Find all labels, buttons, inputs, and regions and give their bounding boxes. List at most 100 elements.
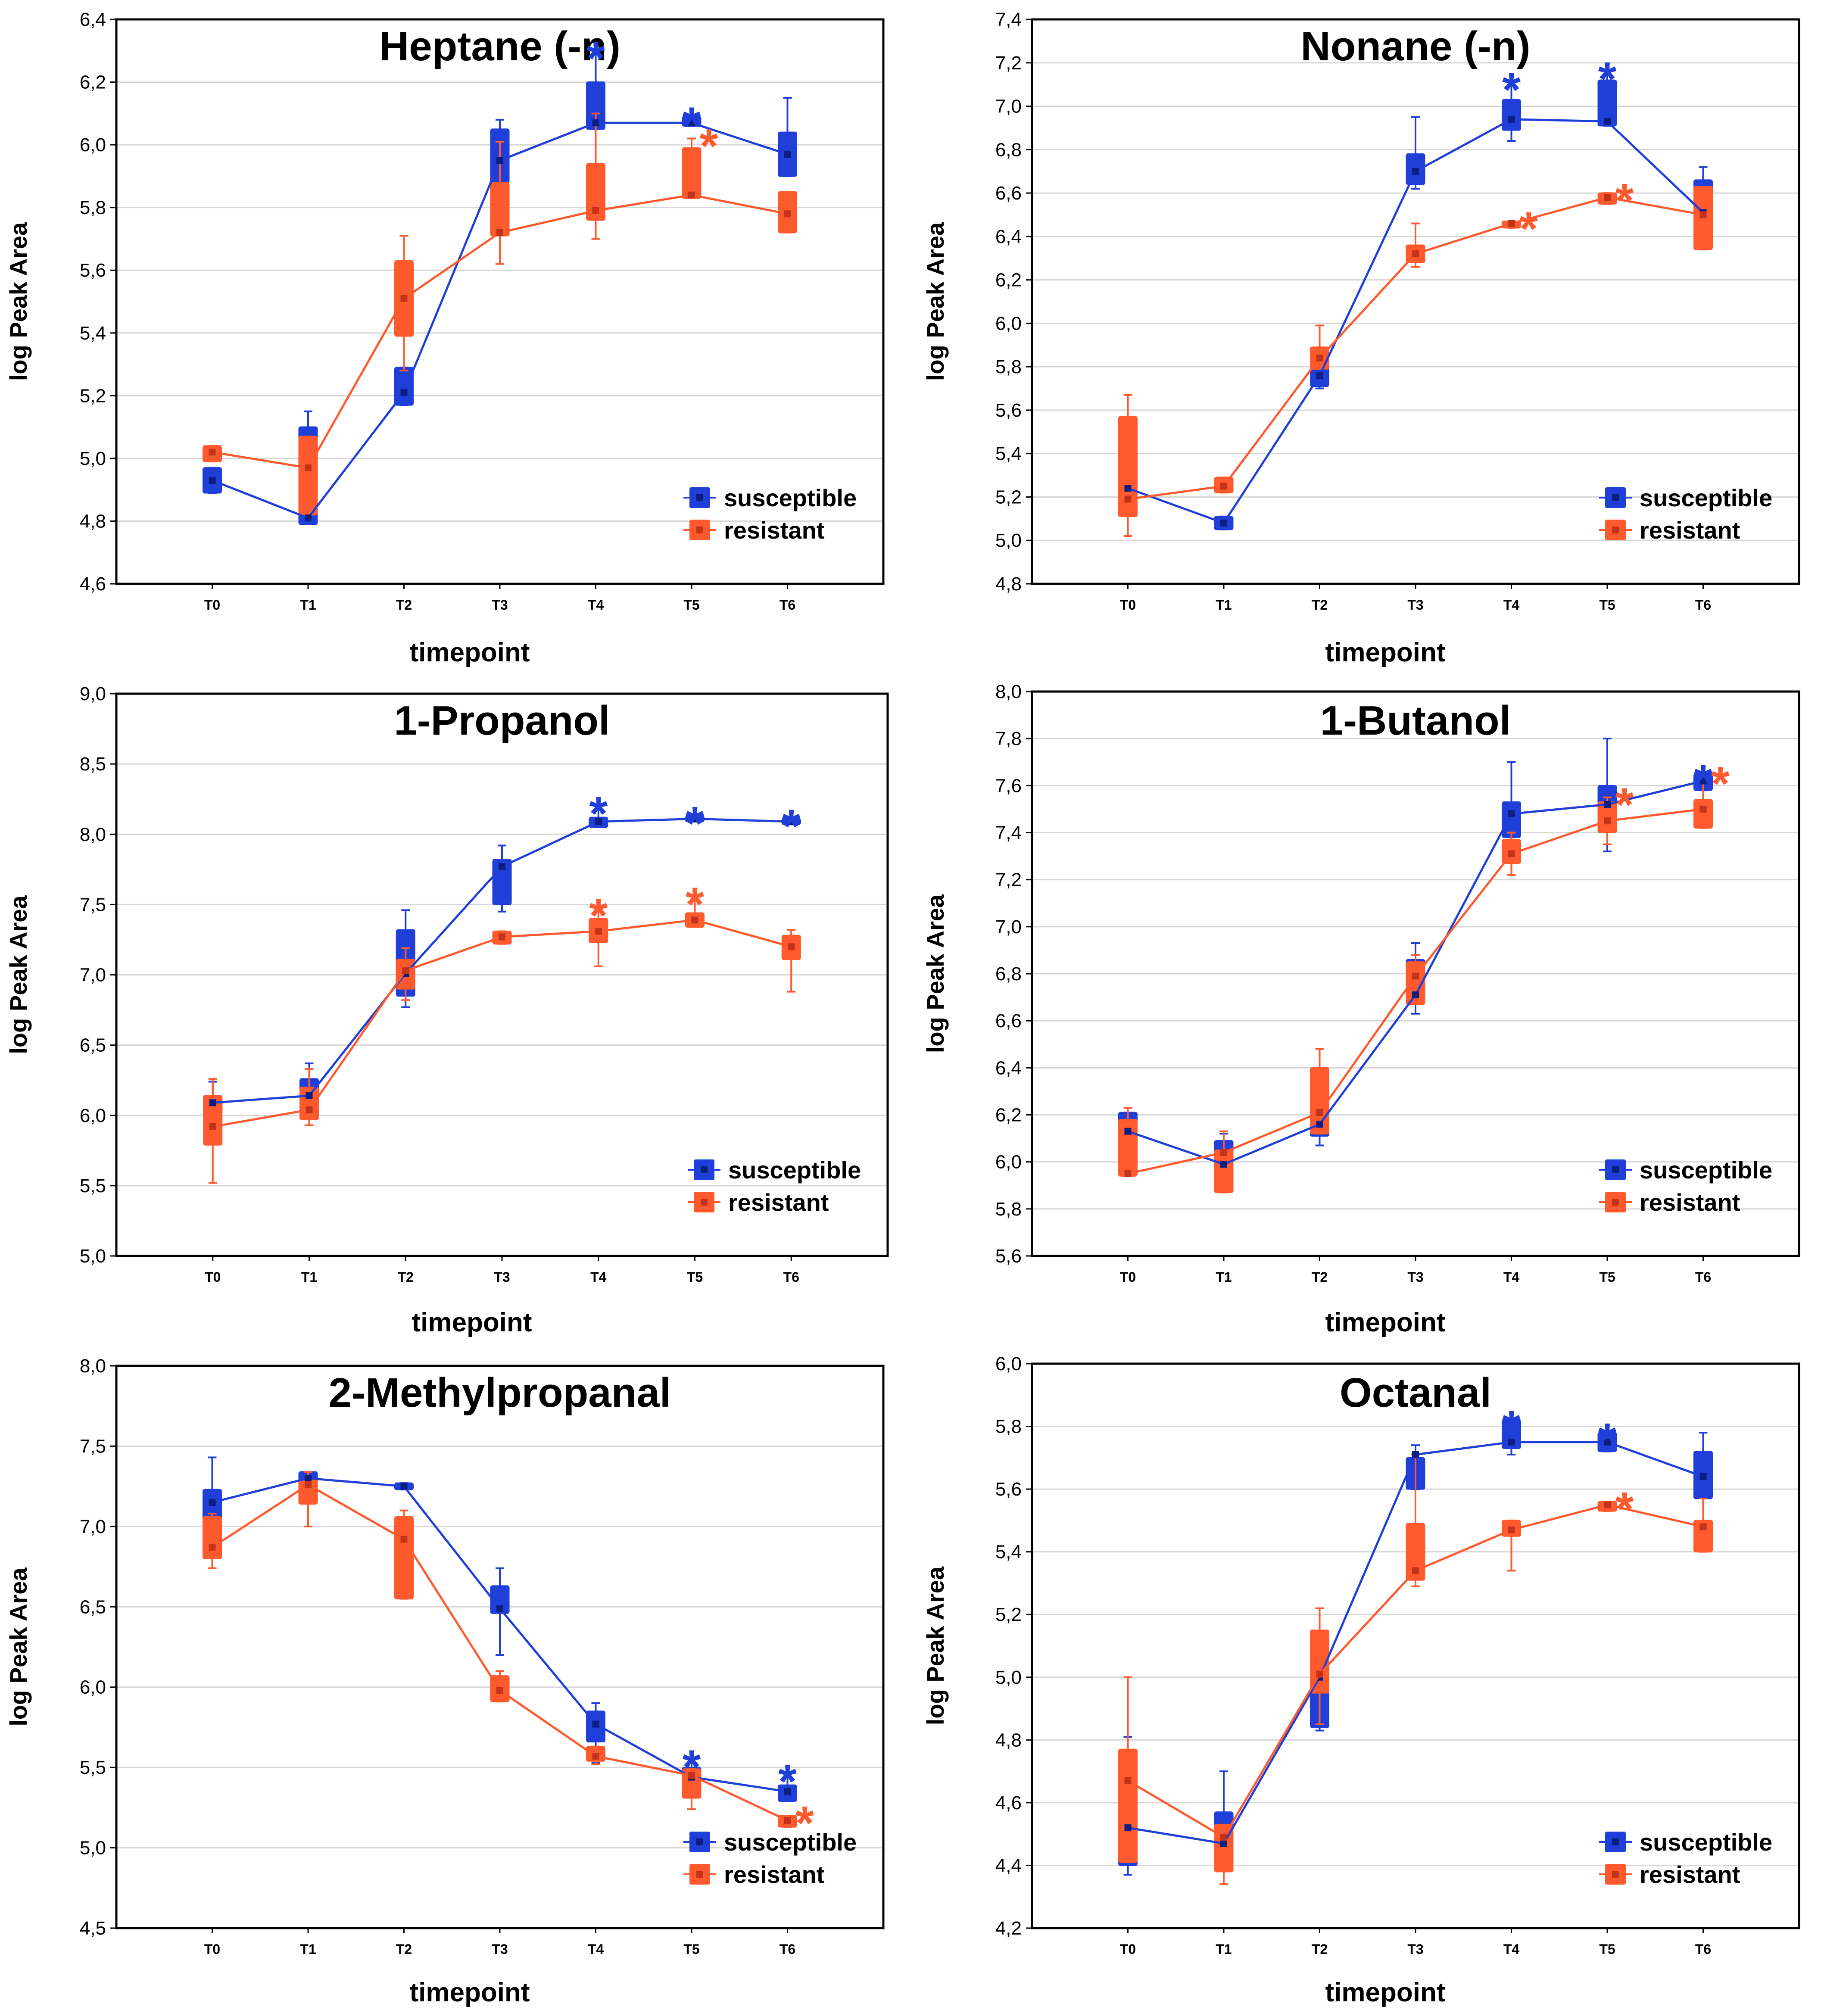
resistant-point [1604,194,1611,201]
y-tick-label: 5,6 [80,260,106,281]
y-tick-label: 4,8 [995,1729,1022,1751]
legend-label: resistant [724,517,824,544]
x-tick-label: T2 [1312,1941,1328,1957]
y-tick-label: 4,6 [80,573,106,595]
y-tick-label: 7,5 [80,1436,106,1457]
resistant-box [203,1516,222,1559]
x-tick-label: T0 [205,1269,221,1285]
legend-marker [696,527,703,533]
susceptible-point [784,1788,791,1795]
x-tick-label: T4 [1503,597,1520,613]
y-tick-label: 6,0 [80,1105,106,1126]
y-tick-label: 5,0 [995,530,1022,551]
chart-panel-3: 5,0 5,5 6,0 6,5 7,0 7,5 8,0 8,5 9,0 T0 T1 T2 T3 T4 T5 T… [5,683,889,1337]
y-tick-label: 5,2 [995,486,1022,508]
resistant-significance-star: * [700,120,718,173]
resistant-box [394,1516,414,1600]
susceptible-significance-star: * [683,98,701,151]
resistant-point [691,916,698,924]
resistant-point [1316,355,1323,361]
susceptible-point [1699,777,1707,785]
y-tick-label: 5,2 [995,1604,1022,1625]
susceptible-point [1124,1128,1132,1135]
x-tick-label: T5 [687,1269,703,1285]
x-tick-label: T1 [300,1941,316,1957]
y-tick-label: 6,5 [80,1035,106,1056]
y-tick-label: 6,6 [995,183,1022,204]
susceptible-point [1124,1824,1132,1832]
y-tick-label: 6,2 [995,270,1022,291]
resistant-box [1693,799,1713,829]
x-tick-label: T0 [204,597,220,613]
y-tick-label: 8,0 [80,824,106,845]
susceptible-point [595,818,602,825]
resistant-point [1124,1170,1132,1177]
resistant-box [1310,1630,1329,1694]
x-tick-label: T5 [1599,597,1615,613]
y-tick-label: 5,0 [80,1246,106,1267]
x-tick-label: T4 [590,1269,607,1285]
y-tick-label: 8,0 [80,1355,106,1377]
x-tick-label: T5 [1599,1941,1615,1957]
resistant-significance-star: * [1711,757,1730,810]
resistant-point [1220,1149,1227,1156]
resistant-box [298,436,318,516]
susceptible-point [1124,485,1132,492]
y-tick-label: 7,4 [995,823,1022,844]
susceptible-point [209,477,216,484]
y-tick-label: 6,4 [995,226,1022,247]
resistant-point [1508,220,1515,227]
susceptible-point [1604,1438,1611,1446]
chart-title: 2-Methylpropanal [329,1370,671,1416]
susceptible-point [1508,115,1515,123]
susceptible-point [1699,1473,1707,1480]
susceptible-point [1508,810,1515,817]
x-tick-label: T2 [1312,1269,1328,1285]
y-tick-label: 6,0 [80,134,106,156]
resistant-point [595,928,602,935]
chart-title: Nonane (-n) [1300,23,1530,69]
susceptible-box [490,1585,510,1614]
resistant-point [402,967,409,974]
x-tick-label: T6 [1695,597,1711,613]
resistant-point [305,1481,312,1488]
chart-panel-4: 5,6 5,8 6,0 6,2 6,4 6,6 6,8 7,0 7,2 7,4 7,6 7,8 8,0 T… [922,681,1800,1337]
y-tick-label: 5,8 [80,197,106,218]
resistant-point [209,449,216,456]
resistant-box [299,1087,319,1121]
susceptible-point [1412,168,1419,175]
susceptible-point [1316,1121,1323,1128]
legend-label: susceptible [1640,1829,1772,1856]
y-tick-label: 6,4 [995,1057,1022,1078]
chart-panel-6: 4,2 4,4 4,6 4,8 5,0 5,2 5,4 5,6 5,8 6,0 T0 T1 T2 T3 T4… [922,1353,1800,2007]
resistant-box [1214,1149,1234,1193]
resistant-point [784,210,791,218]
x-axis-label: timepoint [410,638,530,667]
x-axis-label: timepoint [1325,1978,1446,2007]
susceptible-point [1604,801,1611,808]
resistant-point [1412,250,1419,258]
resistant-box [682,1768,702,1799]
resistant-point [1316,1109,1323,1116]
y-tick-label: 7,0 [995,916,1022,938]
legend-marker [1612,1199,1619,1206]
y-tick-label: 5,0 [995,1667,1022,1688]
resistant-significance-star: * [1615,1483,1634,1536]
chart-panel-5: 4,5 5,0 5,5 6,0 6,5 7,0 7,5 8,0 T0 T1 T2 T3 T4 T5 T6 2-… [5,1355,885,2007]
x-tick-label: T2 [1312,597,1328,613]
susceptible-point [592,1720,599,1728]
x-tick-label: T1 [300,597,316,613]
y-tick-label: 6,0 [995,313,1022,334]
x-axis-label: timepoint [410,1978,530,2007]
y-tick-label: 7,6 [995,775,1022,796]
x-tick-label: T6 [1695,1269,1711,1285]
resistant-point [1604,1501,1611,1508]
resistant-point [1508,850,1515,857]
susceptible-significance-star: * [586,32,605,85]
resistant-point [209,1544,216,1551]
resistant-point [306,1106,313,1113]
resistant-point [592,207,599,214]
x-tick-label: T1 [1216,1941,1232,1957]
x-tick-label: T6 [783,1269,799,1285]
x-tick-label: T0 [204,1941,220,1957]
